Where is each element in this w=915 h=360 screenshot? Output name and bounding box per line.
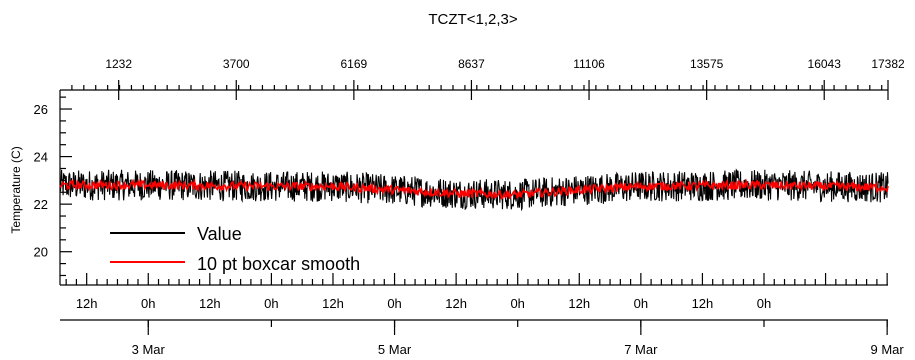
bottom-axis: 12h 0h 12h 0h 12h 0h 12h 0h 12h 0h 12h 0h 3 Mar 5 Mar…	[60, 273, 904, 357]
hour-axis-tick-label: 0h	[387, 296, 401, 311]
y-axis-tick-label: 26	[34, 102, 48, 117]
y-axis-label: Temperature (C)	[9, 146, 23, 233]
y-axis-tick-label: 20	[34, 245, 48, 260]
chart-title: TCZT<1,2,3>	[428, 11, 517, 28]
legend: Value 10 pt boxcar smooth	[110, 224, 360, 274]
top-axis-tick-label: 13575	[690, 57, 724, 71]
date-axis-tick-label: 3 Mar	[132, 342, 166, 357]
hour-axis-tick-label: 12h	[568, 296, 590, 311]
date-axis-tick-label: 5 Mar	[378, 342, 412, 357]
top-axis-tick-label: 6169	[341, 57, 368, 71]
top-axis-tick-label: 11106	[573, 57, 605, 71]
hour-axis-tick-label: 12h	[199, 296, 221, 311]
hour-axis-tick-label: 0h	[264, 296, 278, 311]
date-axis-tick-label: 7 Mar	[624, 342, 658, 357]
top-axis-tick-label: 1232	[105, 57, 132, 71]
top-axis: 1232 3700 6169 8637 11106 13575 16043 17382	[60, 57, 905, 100]
top-axis-tick-label: 3700	[223, 57, 250, 71]
date-axis-tick-label: 9 Mar	[871, 342, 905, 357]
series-layer	[59, 168, 889, 212]
plot-area	[59, 90, 889, 285]
hour-axis-tick-label: 12h	[322, 296, 344, 311]
legend-label-value: Value	[197, 224, 242, 244]
y-axis-tick-label: 22	[34, 197, 48, 212]
hour-axis-tick-label: 0h	[757, 296, 771, 311]
hour-axis-tick-label: 0h	[634, 296, 648, 311]
y-axis-tick-label: 24	[34, 150, 48, 165]
hour-axis-tick-label: 12h	[76, 296, 98, 311]
top-axis-tick-label: 8637	[458, 57, 485, 71]
series-line-smooth	[59, 178, 889, 200]
legend-label-smooth: 10 pt boxcar smooth	[197, 254, 360, 274]
hour-axis-tick-label: 12h	[445, 296, 467, 311]
hour-axis-tick-label: 12h	[692, 296, 714, 311]
hour-axis-tick-label: 0h	[510, 296, 524, 311]
series-line-value	[59, 168, 889, 212]
top-axis-tick-label: 17382	[871, 57, 905, 71]
y-axis: 20 22 24 26	[34, 96, 72, 277]
top-axis-tick-label: 16043	[808, 57, 842, 71]
hour-axis-tick-label: 0h	[141, 296, 155, 311]
